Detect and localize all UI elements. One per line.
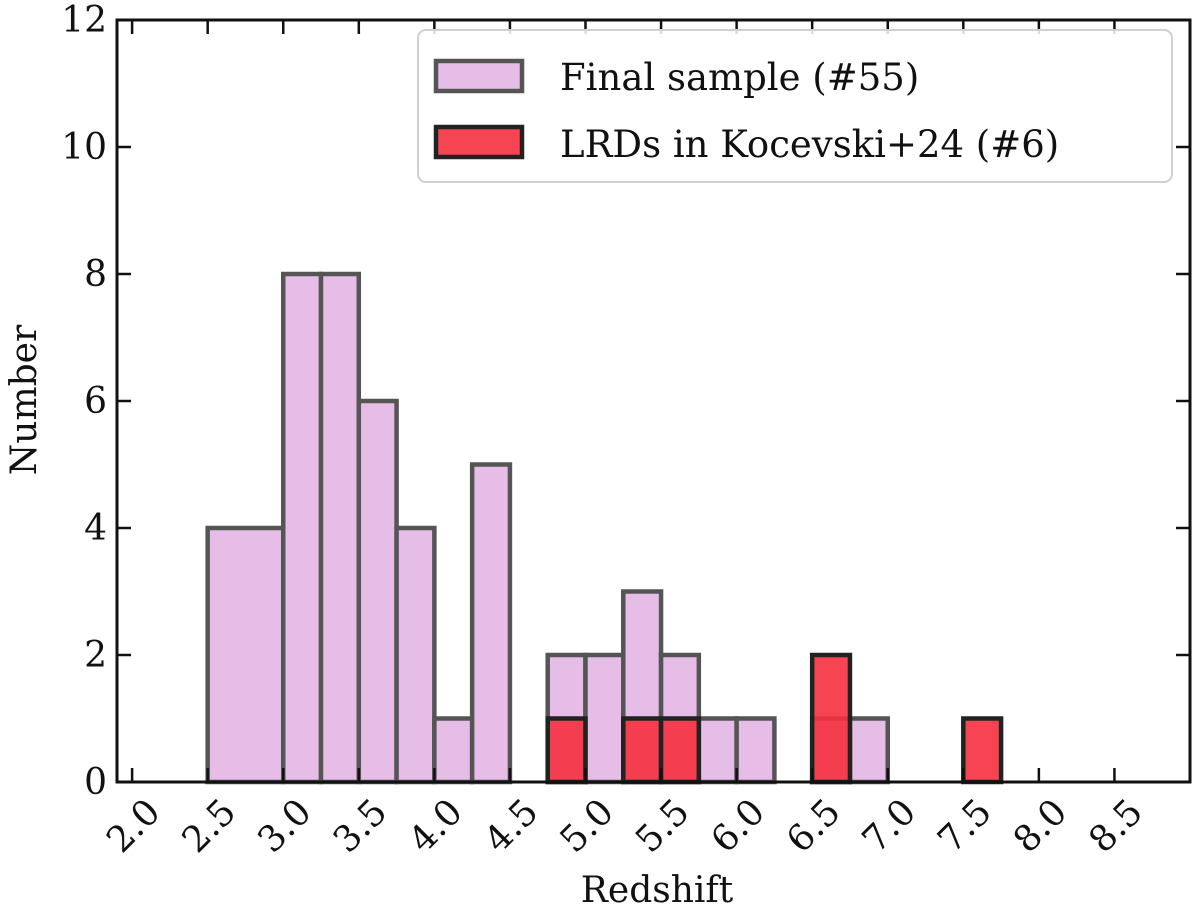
y-tick-label: 6 <box>84 381 107 422</box>
legend-frame <box>417 29 1173 183</box>
histogram-bar-final-sample <box>318 271 362 785</box>
histogram-bar-lrds <box>658 716 702 785</box>
histogram-bar-lrds <box>621 716 664 785</box>
legend-label-lrds: LRDs in Kocevski+24 (#6) <box>560 123 1059 166</box>
histogram-bar-final-sample <box>280 271 324 785</box>
legend-label-final-sample: Final sample (#55) <box>560 56 919 99</box>
histogram-bar-lrds <box>809 652 853 785</box>
histogram-bar-final-sample <box>734 716 777 785</box>
y-tick-label: 0 <box>84 762 107 803</box>
histogram-bar-final-sample <box>583 652 626 785</box>
legend-swatch-final-sample <box>433 58 525 94</box>
y-tick-label: 10 <box>61 127 107 168</box>
x-axis-title: Redshift <box>581 870 734 911</box>
y-tick-label: 8 <box>84 254 107 295</box>
y-axis-title: Number <box>4 324 45 475</box>
y-tick-label: 2 <box>84 635 107 676</box>
y-tick-label: 12 <box>61 0 107 41</box>
histogram-bar-lrds <box>545 716 588 785</box>
histogram-bar-final-sample <box>356 398 399 785</box>
histogram-bar-final-sample <box>469 462 513 785</box>
histogram-bar-lrds <box>961 716 1004 785</box>
histogram-bar-final-sample <box>394 525 437 785</box>
histogram-bar-final-sample <box>847 716 890 785</box>
legend-swatch-lrds <box>433 124 525 160</box>
legend: Final sample (#55) LRDs in Kocevski+24 (… <box>417 29 1173 183</box>
histogram-bar-final-sample <box>696 716 739 785</box>
histogram-bars <box>205 271 1004 785</box>
histogram-bar-final-sample <box>432 716 475 785</box>
histogram-bar-final-sample <box>205 525 286 785</box>
y-tick-label: 4 <box>84 508 107 549</box>
